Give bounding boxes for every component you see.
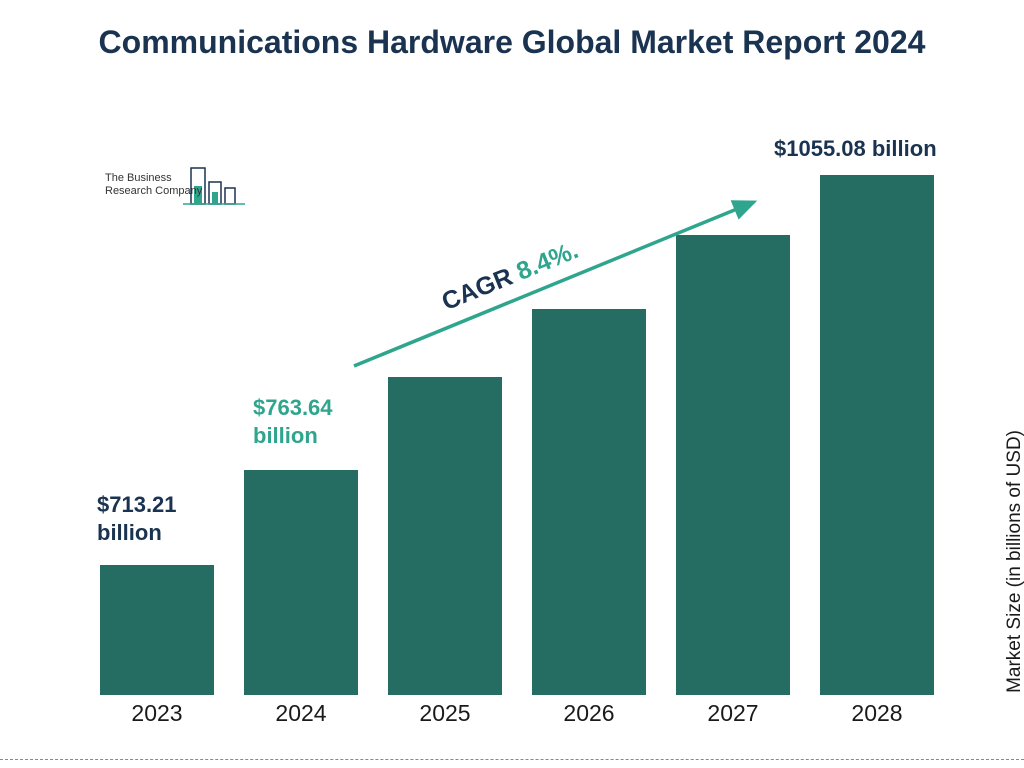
chart-title: Communications Hardware Global Market Re… [0, 22, 1024, 62]
xlabel-2023: 2023 [100, 700, 214, 727]
value-label-2023: $713.21 billion [97, 491, 177, 546]
bar-chart [90, 150, 935, 695]
value-label-2028: $1055.08 billion [774, 135, 937, 163]
xlabel-2024: 2024 [244, 700, 358, 727]
bar-2024 [244, 470, 358, 695]
xlabel-2025: 2025 [388, 700, 502, 727]
bar-2028 [820, 175, 934, 695]
value-2024-amount: $763.64 [253, 395, 333, 420]
y-axis-label: Market Size (in billions of USD) [1004, 430, 1024, 693]
value-2023-amount: $713.21 [97, 492, 177, 517]
x-axis-labels: 2023 2024 2025 2026 2027 2028 [90, 700, 935, 730]
xlabel-2027: 2027 [676, 700, 790, 727]
value-2023-unit: billion [97, 520, 162, 545]
value-label-2024: $763.64 billion [253, 394, 333, 449]
bar-2025 [388, 377, 502, 695]
bars-group [90, 150, 935, 695]
footer-divider [0, 759, 1024, 760]
chart-canvas: Communications Hardware Global Market Re… [0, 0, 1024, 768]
xlabel-2028: 2028 [820, 700, 934, 727]
value-2028-text: $1055.08 billion [774, 136, 937, 161]
xlabel-2026: 2026 [532, 700, 646, 727]
bar-2027 [676, 235, 790, 695]
value-2024-unit: billion [253, 423, 318, 448]
bar-2023 [100, 565, 214, 695]
bar-2026 [532, 309, 646, 695]
